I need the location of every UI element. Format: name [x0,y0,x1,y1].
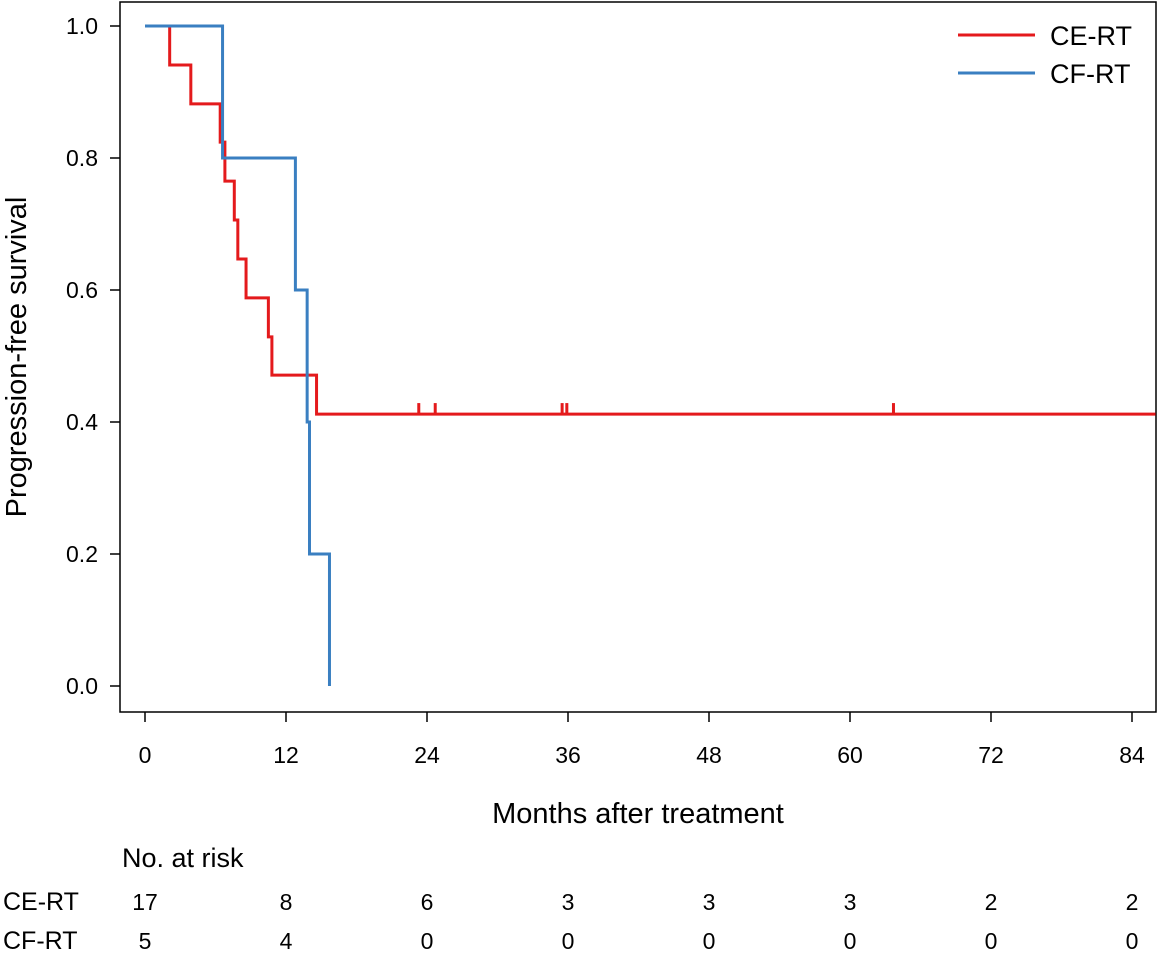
risk-row-label: CE-RT [3,888,79,916]
y-tick-label: 1.0 [66,13,98,39]
legend-label: CF-RT [1050,59,1131,89]
legend: CE-RT CF-RT [958,21,1132,89]
y-tick-label: 0.6 [66,277,98,303]
y-axis-label: Progression-free survival [1,197,33,518]
y-tick-label: 0.8 [66,145,98,171]
risk-value: 3 [844,889,857,915]
risk-value: 0 [844,928,857,953]
risk-value: 2 [1126,889,1139,915]
risk-value: 0 [421,928,434,953]
plot-frame [119,1,1157,713]
y-tick-label: 0.2 [66,541,98,567]
risk-value: 0 [703,928,716,953]
x-tick-label: 48 [696,742,722,768]
x-tick-label: 60 [837,742,863,768]
risk-value: 3 [562,889,575,915]
legend-label: CE-RT [1050,21,1132,51]
x-tick-label: 0 [139,742,152,768]
x-tick-label: 84 [1119,742,1145,768]
x-tick-label: 24 [414,742,440,768]
x-axis-label: Months after treatment [492,798,784,830]
risk-value: 4 [280,928,293,953]
survival-curve-cf-rt [145,24,331,686]
risk-value: 5 [139,928,152,953]
risk-value: 6 [421,889,434,915]
survival-curves [145,24,1156,686]
risk-value: 17 [132,889,158,915]
x-tick-label: 36 [555,742,581,768]
risk-table-header: No. at risk [122,843,244,873]
survival-curve-ce-rt [145,24,1156,416]
y-tick-label: 0.0 [66,673,98,699]
risk-value: 8 [280,889,293,915]
risk-value: 2 [985,889,998,915]
x-axis: 0 12 24 36 48 60 72 84 [139,712,1145,768]
risk-table: No. at risk CE-RT 17 8 6 3 3 3 2 2 CF-RT 5 4 0 0 0 0 0 0 [3,843,1139,955]
y-tick-label: 0.4 [66,409,98,435]
y-axis: 0.0 0.2 0.4 0.6 0.8 1.0 [66,13,120,699]
risk-value: 3 [703,889,716,915]
risk-value: 0 [1126,928,1139,953]
risk-value: 0 [562,928,575,953]
x-tick-label: 72 [978,742,1004,768]
x-tick-label: 12 [273,742,299,768]
risk-row-label: CF-RT [3,927,78,953]
risk-value: 0 [985,928,998,953]
